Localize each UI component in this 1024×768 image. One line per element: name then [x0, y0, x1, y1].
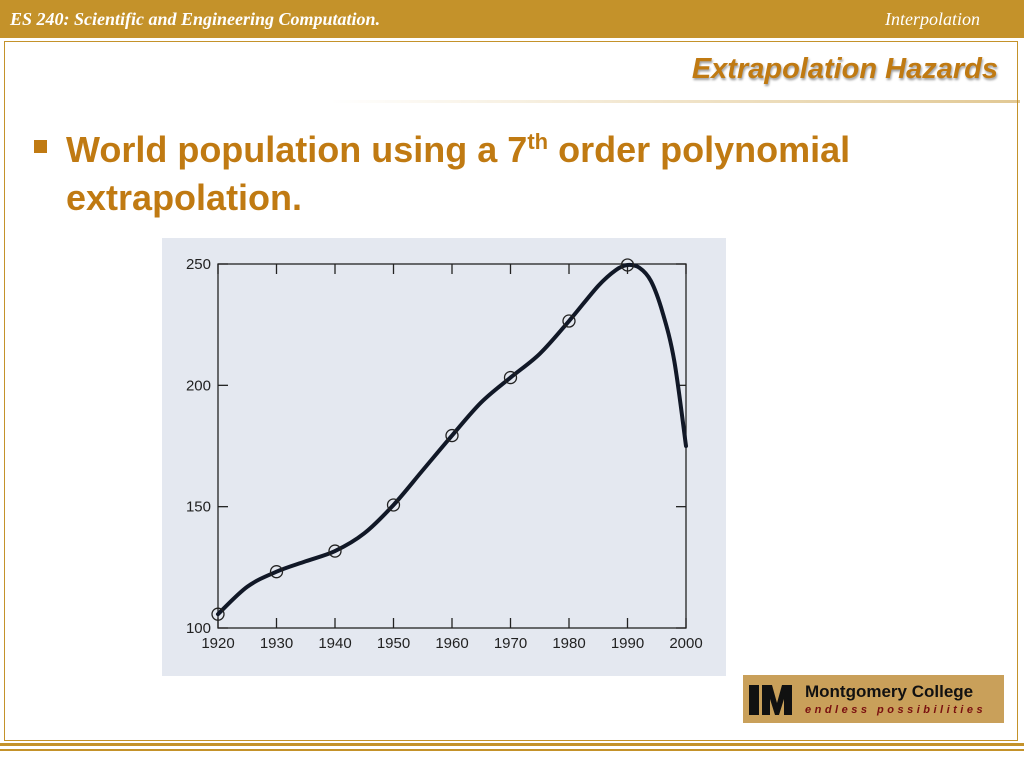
y-tick-label: 250 — [186, 256, 211, 273]
course-title: ES 240: Scientific and Engineering Compu… — [10, 9, 381, 29]
x-tick-label: 1990 — [611, 635, 644, 652]
x-tick-label: 1980 — [552, 635, 585, 652]
data-point — [328, 544, 342, 558]
x-tick-label: 1930 — [260, 635, 293, 652]
bottom-rule-thin — [0, 749, 1024, 751]
college-tagline: endless possibilities — [805, 704, 987, 716]
bullet-text-start: World population using a 7 — [66, 129, 528, 170]
bullet-square-icon — [34, 140, 47, 153]
data-point — [562, 314, 576, 328]
title-underline — [330, 100, 1020, 103]
y-tick-label: 150 — [186, 499, 211, 516]
college-logo-mark-icon — [749, 685, 792, 715]
x-tick-label: 1940 — [318, 635, 351, 652]
slide-frame — [4, 41, 1018, 741]
chart-svg: 1920 1930 1940 1950 1960 1970 1980 1990 2000 100 1… — [186, 256, 703, 652]
x-tick-label: 1960 — [435, 635, 468, 652]
college-logo: Montgomery College endless possibilities — [743, 675, 1004, 723]
polynomial-curve — [216, 262, 688, 617]
topic-label: Interpolation — [885, 9, 980, 29]
data-point — [211, 607, 225, 621]
bullet-text: World population using a 7th order polyn… — [66, 126, 1006, 222]
data-point — [503, 370, 518, 385]
data-point — [445, 428, 459, 443]
bottom-rule — [0, 743, 1024, 746]
bullet-text-end: order polynomial extrapolation. — [66, 129, 851, 218]
data-point — [386, 498, 401, 512]
college-name: Montgomery College — [805, 682, 974, 701]
x-tick-label: 1950 — [377, 635, 410, 652]
data-point — [620, 258, 635, 272]
data-point — [269, 565, 284, 579]
slide-title: Extrapolation Hazards — [691, 53, 998, 85]
bullet-superscript: th — [527, 129, 549, 154]
x-tick-label: 1970 — [494, 635, 527, 652]
population-chart: 1920 1930 1940 1950 1960 1970 1980 1990 2000 100 1… — [162, 238, 726, 676]
x-tick-label: 1920 — [201, 635, 234, 652]
x-tick-label: 2000 — [669, 635, 702, 652]
y-tick-label: 200 — [186, 377, 211, 394]
header-bar: ES 240: Scientific and Engineering Compu… — [0, 0, 1024, 38]
plot-frame — [217, 263, 687, 629]
y-tick-label: 100 — [186, 620, 211, 637]
